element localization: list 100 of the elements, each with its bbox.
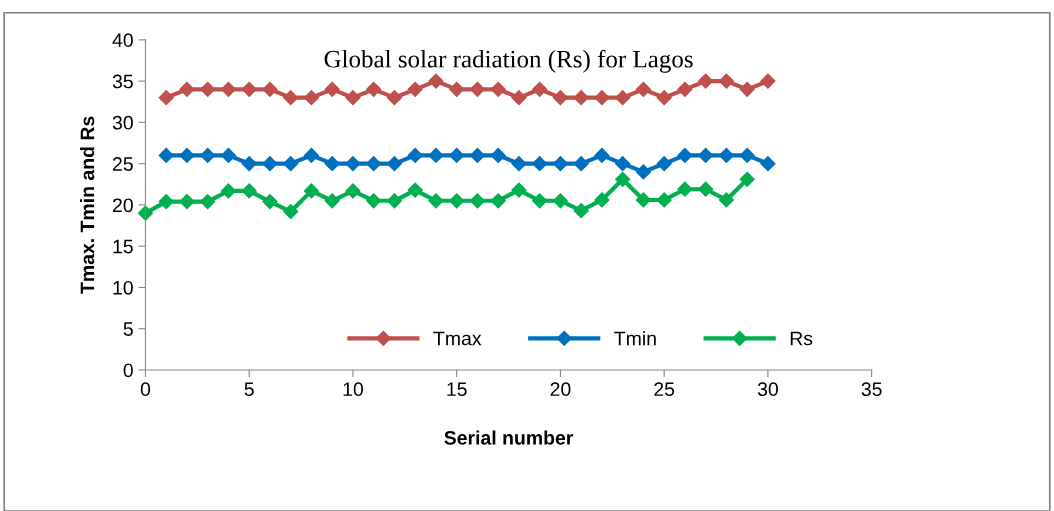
point xyxy=(200,81,216,97)
point xyxy=(490,147,506,163)
point xyxy=(635,164,651,180)
point xyxy=(552,193,568,209)
y-axis-title: Tmax. Tmin and Rs xyxy=(80,116,95,294)
point xyxy=(366,193,382,209)
point xyxy=(760,156,776,172)
point xyxy=(573,203,589,219)
point xyxy=(449,81,465,97)
point xyxy=(407,147,423,163)
legend-label: Tmin xyxy=(614,331,656,346)
point xyxy=(428,193,444,209)
y-tick-label: 35 xyxy=(112,74,133,89)
point xyxy=(469,81,486,97)
point xyxy=(511,182,527,198)
point xyxy=(615,156,631,172)
x-tick-label: 5 xyxy=(244,382,254,397)
y-tick-label: 40 xyxy=(112,33,133,48)
point xyxy=(303,90,320,106)
point xyxy=(158,90,174,106)
point xyxy=(303,183,320,199)
point xyxy=(718,147,734,163)
point xyxy=(345,183,361,199)
point xyxy=(511,156,527,172)
point xyxy=(532,156,548,172)
point xyxy=(386,156,403,172)
point xyxy=(324,156,340,172)
point xyxy=(656,90,672,106)
point xyxy=(179,81,195,97)
point xyxy=(594,90,610,106)
y-tick-label: 30 xyxy=(112,115,133,130)
point xyxy=(366,156,382,172)
x-tick-label: 30 xyxy=(757,382,778,397)
y-tick-label: 15 xyxy=(113,239,133,254)
point xyxy=(241,156,257,172)
point xyxy=(739,171,755,187)
x-tick-label: 35 xyxy=(861,382,882,397)
point xyxy=(698,181,714,197)
point xyxy=(345,156,361,172)
point xyxy=(324,193,340,209)
point xyxy=(594,192,610,208)
point xyxy=(490,193,506,209)
x-axis-title: Serial number xyxy=(444,430,574,445)
point xyxy=(718,192,734,208)
point xyxy=(698,73,714,89)
point xyxy=(718,73,734,89)
point xyxy=(532,81,548,97)
point xyxy=(511,90,527,106)
x-tick-label: 10 xyxy=(343,382,363,397)
y-tick-label: 5 xyxy=(123,322,133,336)
point xyxy=(407,182,423,198)
point xyxy=(573,90,589,106)
point xyxy=(615,171,631,187)
point xyxy=(262,81,278,97)
point xyxy=(677,81,693,97)
point xyxy=(469,193,486,209)
point xyxy=(615,90,631,106)
point xyxy=(677,147,693,163)
point xyxy=(386,90,403,106)
point xyxy=(220,147,237,163)
point xyxy=(386,193,403,209)
point xyxy=(428,147,444,163)
point xyxy=(469,147,486,163)
point xyxy=(241,81,257,97)
x-tick-label: 15 xyxy=(447,382,467,397)
point xyxy=(656,192,672,208)
legend-label: Tmax xyxy=(433,331,482,346)
point xyxy=(283,156,299,172)
point xyxy=(345,90,361,106)
point xyxy=(552,156,568,172)
x-tick-label: 0 xyxy=(140,382,151,397)
point xyxy=(283,90,299,106)
point xyxy=(449,147,465,163)
point xyxy=(303,147,320,163)
point xyxy=(407,81,423,97)
point xyxy=(241,183,257,199)
point xyxy=(200,194,216,210)
point xyxy=(739,81,755,97)
legend-label: Rs xyxy=(790,331,813,346)
point xyxy=(656,156,672,172)
point xyxy=(158,194,174,210)
point xyxy=(179,147,195,163)
x-tick-label: 25 xyxy=(654,382,675,397)
point xyxy=(179,194,195,210)
point xyxy=(428,73,444,89)
point xyxy=(490,81,506,97)
y-tick-label: 10 xyxy=(113,280,133,295)
y-tick-label: 20 xyxy=(113,198,133,213)
point xyxy=(137,205,154,221)
point xyxy=(200,147,216,163)
point xyxy=(573,156,589,172)
point xyxy=(635,81,651,97)
point xyxy=(158,147,174,163)
point xyxy=(449,193,465,209)
point xyxy=(635,192,651,208)
point xyxy=(552,90,568,106)
point xyxy=(283,203,299,220)
point xyxy=(594,147,610,163)
point xyxy=(698,147,714,163)
point xyxy=(760,73,776,89)
